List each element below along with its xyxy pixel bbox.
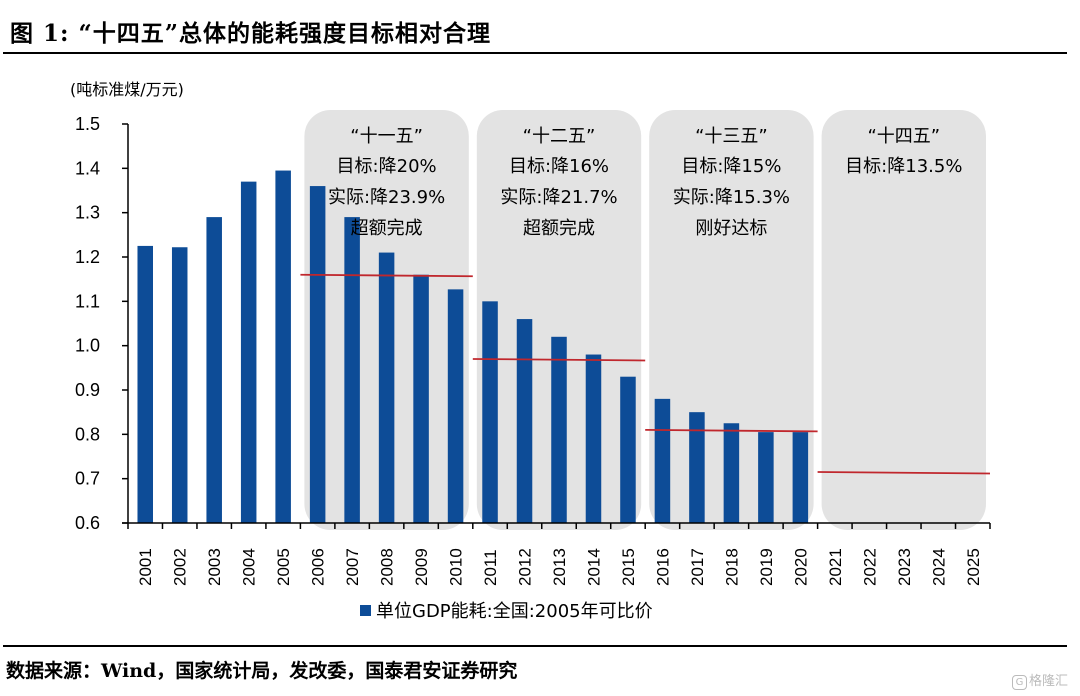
period-annotation-line: 超额完成: [523, 218, 595, 239]
y-tick-label: 0.6: [75, 513, 100, 533]
target-line: [645, 429, 818, 433]
period-panel: [821, 110, 986, 530]
x-tick-label: 2014: [584, 548, 603, 586]
y-tick-label: 1.3: [75, 203, 100, 223]
bar: [275, 170, 291, 524]
bar: [792, 432, 809, 523]
bar: [689, 412, 705, 523]
source-note: 数据来源：Wind，国家统计局，发改委，国泰君安证券研究: [6, 660, 518, 682]
y-tick-label: 0.8: [75, 424, 100, 444]
bar: [240, 181, 257, 523]
x-tick-label: 2004: [240, 548, 259, 586]
x-tick-label: 2022: [860, 548, 879, 586]
watermark-text: 格隆汇: [1028, 674, 1068, 689]
x-tick-label: 2001: [136, 548, 155, 586]
bar: [344, 217, 360, 523]
bar: [413, 274, 429, 523]
y-tick-label: 1.2: [75, 247, 100, 267]
x-tick-label: 2009: [412, 548, 431, 586]
period-annotation-line: 目标:降15%: [681, 156, 781, 177]
x-tick-label: 2003: [205, 548, 224, 586]
y-tick-label: 1.5: [75, 114, 100, 134]
x-tick-label: 2019: [757, 548, 776, 586]
x-tick-label: 2016: [653, 548, 672, 586]
x-tick-label: 2007: [343, 548, 362, 586]
y-axis-unit-label: (吨标准煤/万元): [70, 80, 184, 99]
period-annotation-line: 目标:降13.5%: [845, 156, 962, 177]
x-tick-label: 2020: [791, 548, 810, 586]
legend-swatch: [360, 605, 371, 616]
period-annotation-line: 实际:降21.7%: [500, 187, 617, 208]
bar: [206, 217, 222, 523]
x-tick-label: 2008: [378, 548, 397, 586]
bar: [620, 376, 636, 523]
period-title: “十四五”: [867, 126, 940, 147]
bar: [309, 186, 326, 524]
x-tick-label: 2005: [274, 548, 293, 586]
top-rule: [3, 52, 1067, 54]
x-tick-label: 2010: [447, 548, 466, 586]
watermark: G 格隆汇: [1011, 670, 1068, 690]
y-tick-label: 1.1: [75, 291, 100, 311]
period-annotation-line: 实际:降23.9%: [328, 187, 445, 208]
x-tick-label: 2011: [481, 549, 500, 586]
x-tick-label: 2013: [550, 548, 569, 586]
chart: “十一五” 目标:降20% 实际:降23.9% 超额完成 “十二五” 目标:降16% 实际:…: [70, 80, 991, 622]
period-annotation-line: 目标:降16%: [509, 156, 609, 177]
x-tick-label: 2002: [171, 548, 190, 586]
period-title: “十一五”: [350, 126, 423, 147]
target-line: [817, 471, 991, 475]
bar: [171, 247, 188, 523]
bar: [378, 252, 395, 524]
period-annotations: “十一五” 目标:降20% 实际:降23.9% 超额完成 “十二五” 目标:降16% 实际:…: [328, 126, 962, 239]
figure-title: 图 1: “十四五”总体的能耗强度目标相对合理: [10, 20, 491, 47]
y-tick-label: 1.0: [75, 336, 100, 356]
x-tick-label: 2023: [895, 548, 914, 586]
period-annotation-line: 刚好达标: [695, 218, 767, 239]
x-tick-label: 2021: [826, 548, 845, 586]
bar: [723, 423, 740, 523]
x-tick-label: 2018: [722, 548, 741, 586]
bar: [516, 319, 533, 523]
period-title: “十二五”: [523, 126, 596, 147]
target-line: [472, 358, 646, 362]
legend-label: 单位GDP能耗:全国:2005年可比价: [376, 601, 653, 622]
bottom-rule: [3, 645, 1067, 647]
target-lines: [300, 273, 991, 480]
axes: (吨标准煤/万元) 1.5 1.4 1.3 1.2 1.1 1.0 0.9 0.8 0.7 0.6…: [70, 80, 991, 586]
bar: [447, 289, 464, 523]
x-tick-label: 2024: [929, 548, 948, 586]
x-tick-label: 2006: [309, 548, 328, 586]
period-annotation-line: 超额完成: [351, 218, 423, 239]
bar: [654, 398, 671, 523]
watermark-logo-icon: G: [1011, 675, 1027, 690]
period-title: “十三五”: [695, 126, 768, 147]
period-annotation-line: 目标:降20%: [337, 156, 437, 177]
x-tick-label: 2025: [964, 548, 983, 586]
x-tick-label: 2017: [688, 548, 707, 586]
y-tick-label: 0.7: [75, 469, 100, 489]
x-tick-label: 2015: [619, 548, 638, 586]
legend: 单位GDP能耗:全国:2005年可比价: [360, 601, 653, 622]
bars: [137, 170, 809, 524]
bar: [551, 336, 567, 523]
y-tick-label: 1.4: [75, 158, 100, 178]
bar: [758, 432, 774, 523]
bar: [585, 354, 602, 523]
bar: [137, 245, 153, 523]
x-tick-label: 2012: [516, 548, 535, 586]
target-line: [300, 273, 473, 278]
period-annotation-line: 实际:降15.3%: [673, 187, 790, 208]
bar: [482, 301, 498, 523]
y-tick-label: 0.9: [75, 380, 100, 400]
